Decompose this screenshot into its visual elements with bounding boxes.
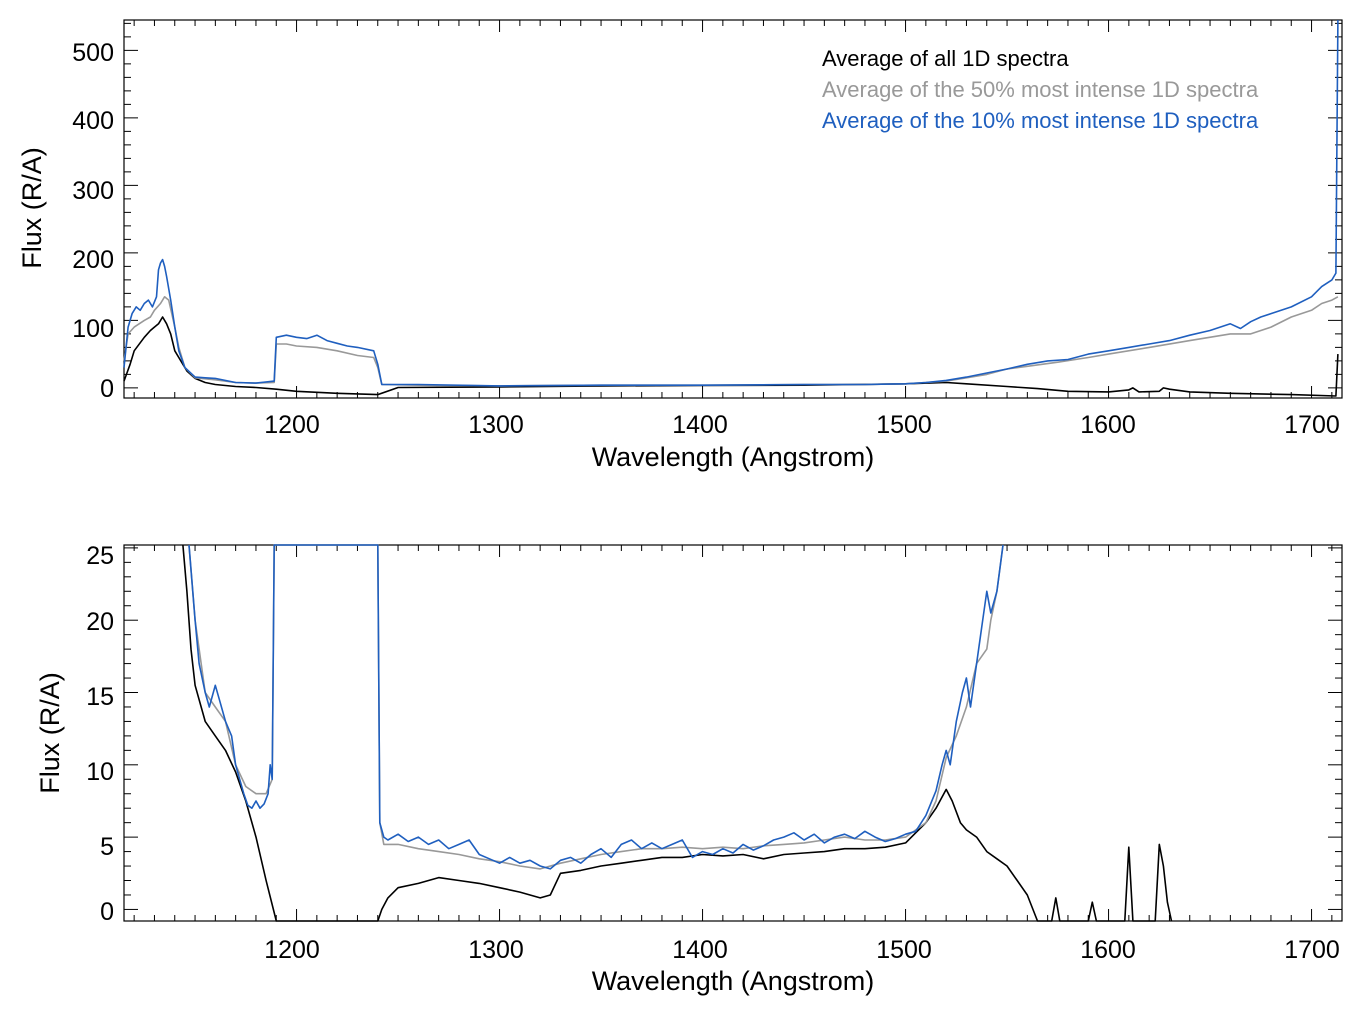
top-series-line-top50 — [123, 295, 1339, 387]
top-series-lines — [123, 19, 1339, 397]
bottom-y-tick-label-10: 10 — [86, 758, 114, 786]
bottom-y-tick-label-0: 0 — [100, 898, 114, 926]
top-x-tick-labels: 1200 1300 1400 1500 1600 1700 — [264, 411, 1340, 439]
legend-entry-top50-spectra: Average of the 50% most intense 1D spect… — [822, 77, 1259, 102]
top-x-tick-label-1700: 1700 — [1284, 411, 1340, 439]
legend-entry-all-spectra: Average of all 1D spectra — [822, 46, 1069, 71]
top-x-tick-label-1400: 1400 — [672, 411, 728, 439]
bottom-series-line-top10 — [188, 544, 1004, 870]
top-y-tick-labels: 0 100 200 300 400 500 — [72, 39, 114, 403]
bottom-plot-frame — [123, 544, 1343, 922]
bottom-y-tick-label-5: 5 — [100, 833, 114, 861]
top-y-tick-label-500: 500 — [72, 39, 114, 67]
bottom-x-tick-label-1300: 1300 — [468, 936, 524, 964]
top-x-tick-label-1200: 1200 — [264, 411, 320, 439]
top-y-tick-label-200: 200 — [72, 246, 114, 274]
bottom-y-tick-labels: 0 5 10 15 20 25 — [86, 542, 114, 926]
top-series-line-top10 — [123, 19, 1339, 387]
top-x-tick-label-1300: 1300 — [468, 411, 524, 439]
bottom-y-tick-label-15: 15 — [86, 683, 114, 711]
top-x-tick-label-1500: 1500 — [876, 411, 932, 439]
top-y-tick-label-100: 100 — [72, 315, 114, 343]
bottom-x-axis-title: Wavelength (Angstrom) — [592, 966, 875, 996]
top-x-axis-title: Wavelength (Angstrom) — [592, 442, 875, 472]
bottom-y-axis-title: Flux (R/A) — [35, 672, 65, 794]
top-plot-frame — [123, 19, 1343, 399]
bottom-series-line-top50 — [188, 544, 1004, 870]
top-y-tick-label-300: 300 — [72, 177, 114, 205]
top-y-axis-title: Flux (R/A) — [17, 147, 47, 269]
bottom-y-tick-label-20: 20 — [86, 608, 114, 636]
bottom-x-tick-label-1700: 1700 — [1284, 936, 1340, 964]
bottom-panel: 0 5 10 15 20 25 1200 1300 1400 1500 1600… — [35, 542, 1343, 996]
bottom-x-tick-label-1400: 1400 — [672, 936, 728, 964]
top-y-tick-label-0: 0 — [100, 375, 114, 403]
top-tick-marks — [124, 20, 1342, 398]
bottom-x-tick-label-1200: 1200 — [264, 936, 320, 964]
top-y-tick-label-400: 400 — [72, 107, 114, 135]
legend: Average of all 1D spectra Average of the… — [822, 46, 1259, 133]
bottom-series-lines — [182, 544, 1173, 922]
bottom-x-tick-labels: 1200 1300 1400 1500 1600 1700 — [264, 936, 1340, 964]
top-x-tick-label-1600: 1600 — [1080, 411, 1136, 439]
bottom-x-tick-label-1500: 1500 — [876, 936, 932, 964]
bottom-tick-marks — [124, 545, 1342, 921]
bottom-series-line-all — [182, 544, 1173, 922]
top-panel: 0 100 200 300 400 500 1200 1300 1400 150… — [17, 19, 1343, 472]
top-series-line-all — [123, 316, 1339, 397]
bottom-y-tick-label-25: 25 — [86, 542, 114, 570]
bottom-x-tick-label-1600: 1600 — [1080, 936, 1136, 964]
legend-entry-top10-spectra: Average of the 10% most intense 1D spect… — [822, 108, 1259, 133]
